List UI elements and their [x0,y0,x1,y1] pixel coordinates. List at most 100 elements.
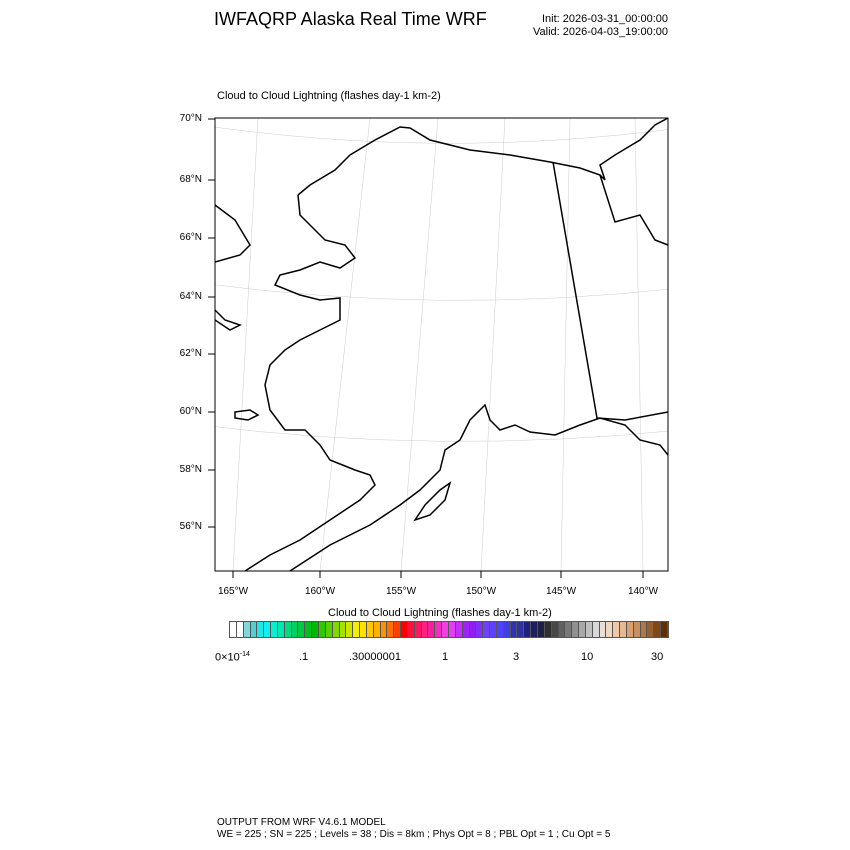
colorbar-swatch [346,622,354,637]
colorbar-swatch [394,622,402,637]
lat-label: 64°N [179,291,202,302]
colorbar-swatch [428,622,436,637]
colorbar-swatch [435,622,443,637]
colorbar-swatch [455,622,463,637]
colorbar-swatch [476,622,484,637]
page-title: IWFAQRP Alaska Real Time WRF [214,9,487,29]
colorbar-swatch [537,622,545,637]
lon-label: 140°W [627,586,659,597]
colorbar-swatch [606,622,614,637]
colorbar-swatch [277,622,285,637]
map-frame [214,117,669,572]
colorbar-swatch [264,622,272,637]
colorbar-swatch [353,622,361,637]
colorbar-swatch [305,622,313,637]
footer-model: OUTPUT FROM WRF V4.6.1 MODEL [217,817,386,828]
colorbar-swatch [236,622,244,637]
tick-marks [208,118,644,578]
colorbar-swatch [490,622,497,637]
colorbar-swatch [620,622,627,637]
colorbar-swatch [524,622,532,637]
colorbar-swatch [633,622,641,637]
colorbar-swatch [366,622,374,637]
border [552,161,669,421]
lat-label: 60°N [179,406,202,417]
colorbar-swatch [579,622,586,637]
lat-label: 62°N [179,348,202,359]
colorbar-swatch [449,622,456,637]
lat-label: 66°N [179,232,202,243]
colorbar-swatch [572,622,580,637]
colorbar-swatch [298,622,306,637]
colorbar-swatch [496,622,504,637]
colorbar-swatch [558,622,566,637]
colorbar-swatch [647,622,655,637]
colorbar-swatch [469,622,477,637]
init-time: Init: 2026-03-31_00:00:00 [542,13,668,25]
colorbar-swatch [250,622,258,637]
colorbar-swatch [312,622,319,637]
colorbar-swatch [360,622,367,637]
colorbar-swatch [332,622,340,637]
colorbar-swatch [442,622,449,637]
lon-label: 150°W [465,586,497,597]
plot-subtitle: Cloud to Cloud Lightning (flashes day-1 … [217,90,441,102]
colorbar-label: 30 [651,651,664,663]
colorbar-swatch [414,622,422,637]
lat-label: 70°N [179,113,202,124]
colorbar-swatch [483,622,491,637]
colorbar-swatch [284,622,292,637]
lon-label: 155°W [385,586,417,597]
colorbar-swatch [462,622,470,637]
colorbar-swatch [271,622,278,637]
footer-config: WE = 225 ; SN = 225 ; Levels = 38 ; Dis … [217,829,611,840]
colorbar-swatch [531,622,538,637]
footer: OUTPUT FROM WRF V4.6.1 MODEL WE = 225 ; … [217,817,610,841]
colorbar-title: Cloud to Cloud Lightning (flashes day-1 … [328,607,552,619]
colorbar-swatch [517,622,525,637]
run-times: Init: 2026-03-31_00:00:00 Valid: 2026-04… [533,13,668,39]
colorbar-swatch [407,622,415,637]
colorbar-label: .30000001 [349,651,401,663]
colorbar-swatch [243,622,251,637]
colorbar-swatch [551,622,559,637]
colorbar-swatch [291,622,299,637]
colorbar-swatch [401,622,408,637]
colorbar-swatch [380,622,388,637]
colorbar-label: 1 [442,651,449,663]
valid-time: Valid: 2026-04-03_19:00:00 [533,26,668,38]
colorbar-swatch [318,622,326,637]
colorbar-swatch [257,622,265,637]
colorbar-swatch [503,622,511,637]
colorbar-label: 10 [581,651,594,663]
lon-label: 145°W [545,586,577,597]
colorbar-label: .1 [299,651,309,663]
colorbar-label: 3 [513,651,520,663]
colorbar-swatch [230,622,237,637]
colorbar-swatch [325,622,333,637]
colorbar-swatch [387,622,395,637]
colorbar-swatch [654,622,662,637]
lat-label: 56°N [179,521,202,532]
colorbar-swatch [510,622,518,637]
coastline [215,118,668,571]
colorbar-swatch [544,622,552,637]
colorbar-swatch [585,622,593,637]
colorbar-swatch [661,622,668,637]
colorbar-swatch [373,622,381,637]
colorbar-label: 0×10-14 [215,651,250,664]
lon-label: 165°W [217,586,249,597]
colorbar-swatch [592,622,600,637]
colorbar-swatch [565,622,573,637]
colorbar-swatch [599,622,607,637]
lat-label: 68°N [179,174,202,185]
colorbar-swatch [339,622,347,637]
colorbar-swatch [640,622,648,637]
colorbar-swatch [626,622,634,637]
graticule [215,118,668,571]
lat-label: 58°N [179,464,202,475]
colorbar [229,621,669,638]
lon-label: 160°W [304,586,336,597]
colorbar-swatch [613,622,621,637]
